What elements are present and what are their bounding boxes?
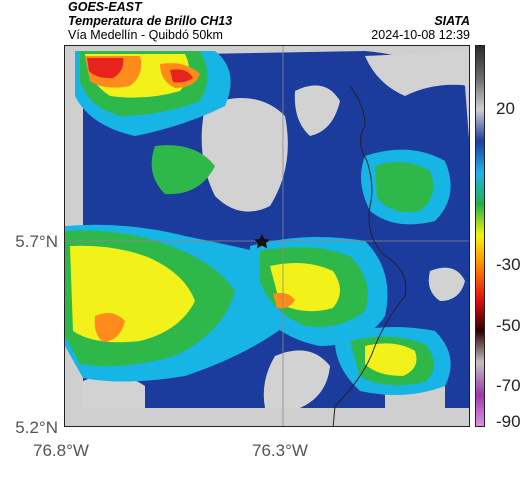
cb-tick-minus90: -90 <box>496 412 521 431</box>
region-subtitle: Vía Medellín - Quibdó 50km <box>68 28 223 42</box>
cb-tick-minus70: -70 <box>496 376 521 395</box>
lat-tick-5-7: 5.7°N <box>15 232 58 251</box>
datetime-label: 2024-10-08 12:39 <box>371 28 470 42</box>
lon-tick-76-3: 76.3°W <box>252 441 308 460</box>
cb-tick-minus50: -50 <box>496 316 521 335</box>
lon-tick-76-8: 76.8°W <box>33 441 89 460</box>
cb-tick-minus30: -30 <box>496 255 521 274</box>
lat-tick-5-2: 5.2°N <box>15 418 58 437</box>
org-label: SIATA <box>434 14 470 28</box>
map-canvas <box>65 46 469 426</box>
colorbar <box>475 45 485 427</box>
product-title: Temperatura de Brillo CH13 <box>68 14 233 28</box>
brightness-temperature-map <box>64 45 470 427</box>
star-icon <box>254 234 270 249</box>
cb-tick-20: 20 <box>496 99 515 118</box>
satellite-title: GOES-EAST <box>68 0 142 14</box>
